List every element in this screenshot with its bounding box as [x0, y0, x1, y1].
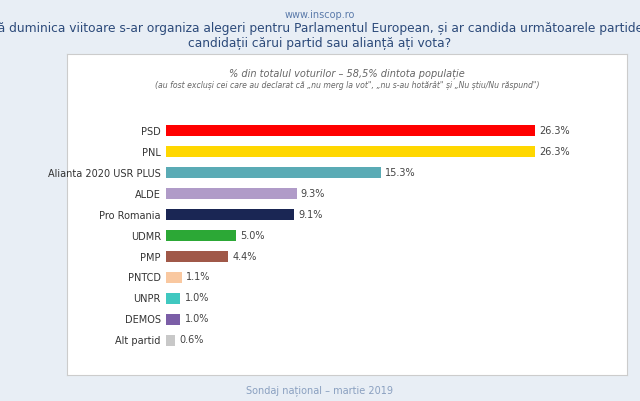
- Text: 1.0%: 1.0%: [184, 294, 209, 304]
- Text: 4.4%: 4.4%: [232, 251, 257, 261]
- Bar: [166, 335, 175, 346]
- Text: Sondaj național – martie 2019: Sondaj național – martie 2019: [246, 385, 394, 396]
- Bar: [166, 272, 182, 283]
- Text: 0.6%: 0.6%: [179, 335, 204, 345]
- Bar: [166, 188, 296, 199]
- Bar: [166, 126, 534, 136]
- Text: 15.3%: 15.3%: [385, 168, 415, 178]
- Text: (au fost excluși cei care au declarat că „nu merg la vot", „nu s-au hotărât" și : (au fost excluși cei care au declarat că…: [155, 81, 540, 90]
- Bar: [166, 209, 294, 220]
- Bar: [166, 293, 180, 304]
- Text: www.inscop.ro: www.inscop.ro: [285, 10, 355, 20]
- Text: Dacă duminica viitoare s-ar organiza alegeri pentru Parlamentul European, și ar : Dacă duminica viitoare s-ar organiza ale…: [0, 22, 640, 35]
- Bar: [166, 314, 180, 325]
- Text: 26.3%: 26.3%: [539, 126, 570, 136]
- Text: 5.0%: 5.0%: [241, 231, 265, 241]
- Bar: [166, 230, 236, 241]
- Bar: [166, 251, 228, 262]
- Bar: [166, 146, 534, 157]
- Text: 9.1%: 9.1%: [298, 210, 323, 220]
- Text: % din totalul voturilor – 58,5% dintota populație: % din totalul voturilor – 58,5% dintota …: [229, 69, 465, 79]
- Text: 26.3%: 26.3%: [539, 147, 570, 157]
- Bar: [166, 167, 381, 178]
- Text: 1.0%: 1.0%: [184, 314, 209, 324]
- Text: candidații cărui partid sau alianță ați vota?: candidații cărui partid sau alianță ați …: [188, 37, 452, 50]
- Text: 9.3%: 9.3%: [301, 189, 325, 199]
- Text: 1.1%: 1.1%: [186, 272, 211, 282]
